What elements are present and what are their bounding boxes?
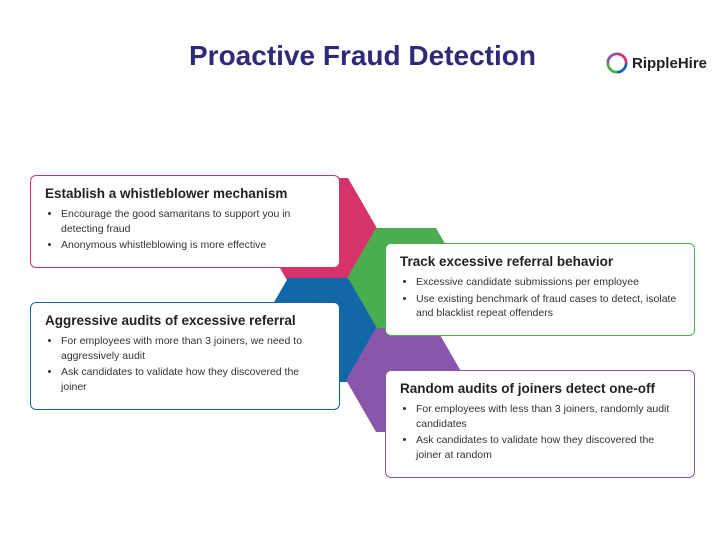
card-title: Aggressive audits of excessive referral (45, 313, 325, 328)
card-bullets: Excessive candidate submissions per empl… (400, 275, 680, 321)
bullet: Ask candidates to validate how they disc… (416, 433, 680, 462)
card-bullets: For employees with less than 3 joiners, … (400, 402, 680, 463)
bullet: Ask candidates to validate how they disc… (61, 365, 325, 394)
card-title: Track excessive referral behavior (400, 254, 680, 269)
bullet: For employees with more than 3 joiners, … (61, 334, 325, 363)
card-whistleblower: Establish a whistleblower mechanism Encou… (30, 175, 340, 268)
bullet: Anonymous whistleblowing is more effecti… (61, 238, 325, 253)
card-track: Track excessive referral behavior Excessi… (385, 243, 695, 336)
bullet: Use existing benchmark of fraud cases to… (416, 292, 680, 321)
card-bullets: Encourage the good samaritans to support… (45, 207, 325, 253)
card-title: Establish a whistleblower mechanism (45, 186, 325, 201)
card-title: Random audits of joiners detect one-off (400, 381, 680, 396)
bullet: Encourage the good samaritans to support… (61, 207, 325, 236)
bullet: Excessive candidate submissions per empl… (416, 275, 680, 290)
card-bullets: For employees with more than 3 joiners, … (45, 334, 325, 395)
card-random: Random audits of joiners detect one-off F… (385, 370, 695, 478)
bullet: For employees with less than 3 joiners, … (416, 402, 680, 431)
card-audits: Aggressive audits of excessive referral F… (30, 302, 340, 410)
